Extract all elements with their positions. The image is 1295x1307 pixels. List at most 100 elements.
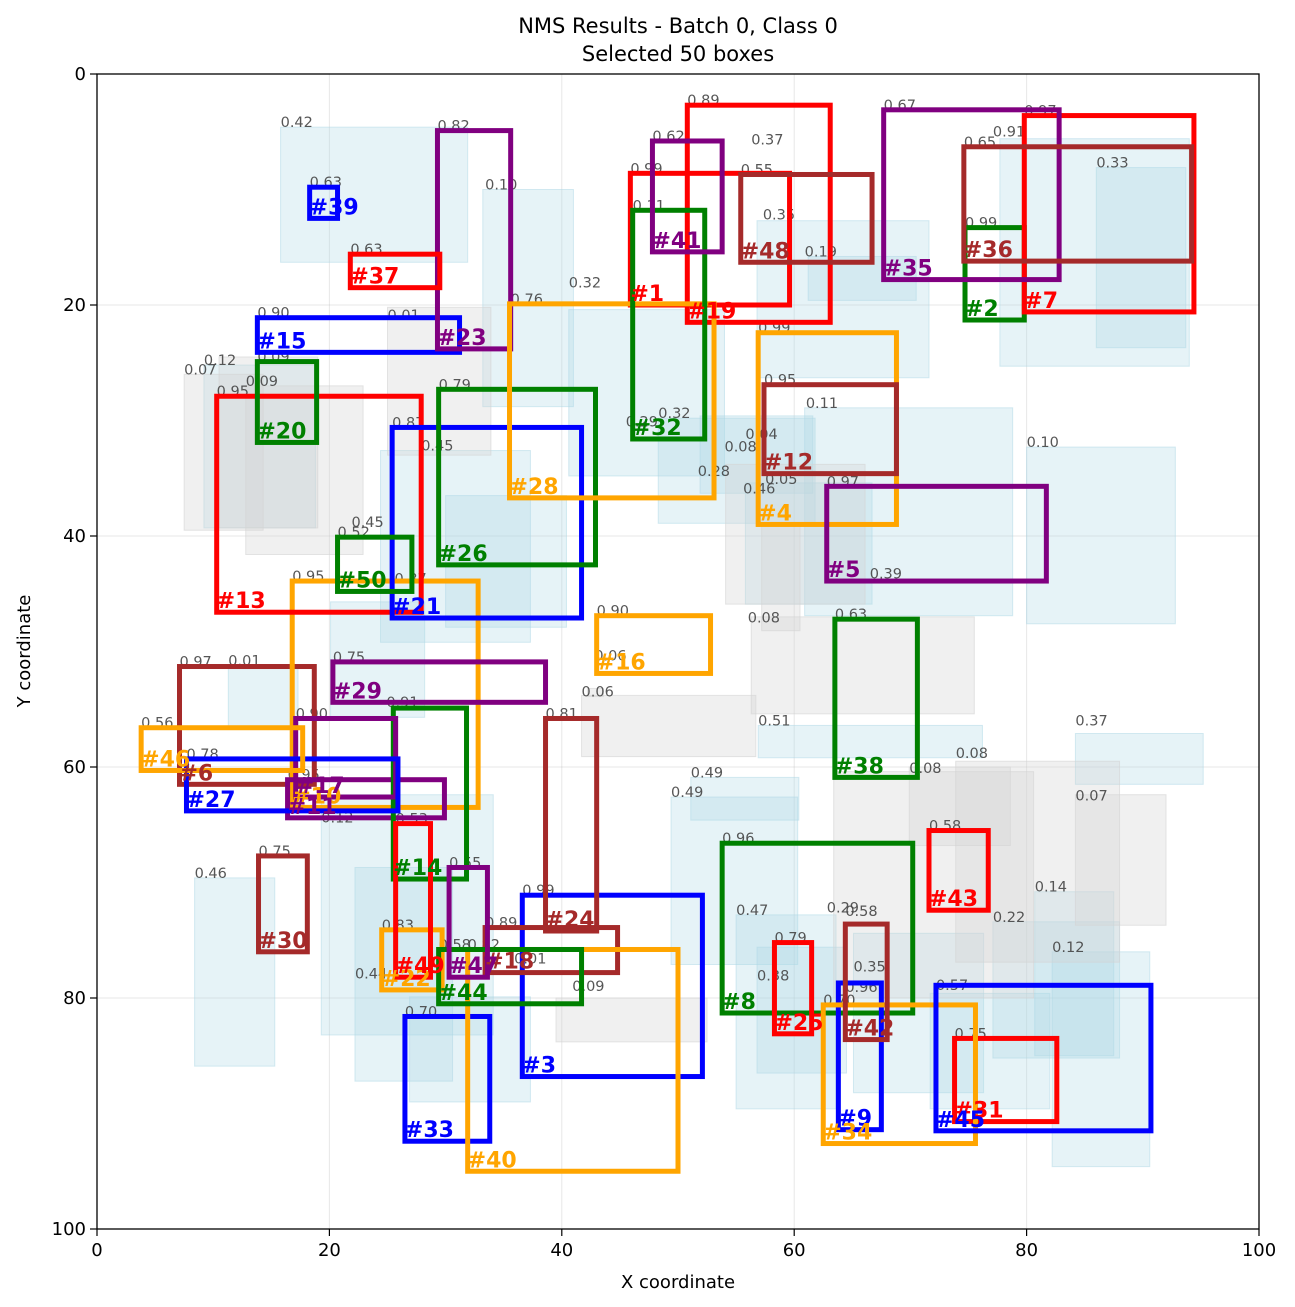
selected-box-label: #23 [437, 326, 486, 351]
selected-box [771, 940, 815, 1037]
selected-box-label: #10 [292, 784, 341, 809]
selected-box [285, 777, 447, 821]
selected-box-label: #19 [687, 299, 736, 324]
x-tick-label: 0 [91, 1240, 102, 1261]
candidate-box [744, 482, 873, 605]
selected-box-label: #35 [884, 257, 933, 282]
plot-frame [96, 73, 1260, 1230]
selected-box [824, 483, 1049, 584]
selected-box-label: #14 [393, 856, 442, 881]
score-label: 0.09 [572, 979, 604, 995]
selected-box-label: #3 [522, 1054, 556, 1079]
score-label: 0.06 [582, 685, 614, 701]
score-label: 0.11 [806, 396, 838, 412]
selected-box-label: #44 [439, 981, 488, 1006]
candidate-box [756, 946, 847, 1074]
candidate-box [227, 666, 299, 729]
selected-box [543, 715, 600, 934]
chart-title: NMS Results - Batch 0, Class 0 [518, 14, 838, 38]
candidate-box [1095, 167, 1187, 349]
selected-box [761, 382, 899, 477]
x-tick-label: 40 [550, 1240, 573, 1261]
score-label: 0.09 [246, 374, 278, 390]
selected-box [436, 386, 598, 568]
selected-box [254, 315, 463, 355]
candidate-box [690, 776, 800, 821]
selected-box-label: #38 [835, 754, 884, 779]
score-label: 0.37 [1075, 713, 1107, 729]
selected-box-label: #34 [823, 1121, 872, 1146]
selected-box-label: #4 [758, 501, 792, 526]
box-labels: #1 #2 #3 #4 #5 #6 #7 #8 #9 #10#11 #12 #13 #14 #15 #16 #… [141, 195, 1058, 1173]
y-tick-label: 40 [63, 526, 86, 547]
selected-box [933, 982, 1154, 1134]
selected-box [289, 578, 481, 810]
selected-box [594, 613, 714, 676]
selected-box [389, 424, 585, 621]
selected-box-label: #40 [468, 1148, 517, 1173]
selected-box [254, 359, 320, 445]
suppressed-boxes [183, 306, 1167, 1043]
selected-box-label: #18 [485, 950, 534, 975]
suppressed-box [833, 771, 1035, 999]
selected-box-label: #31 [955, 1099, 1004, 1124]
selected-box-label: #42 [845, 1017, 894, 1042]
suppressed-box [581, 694, 757, 758]
selected-box [379, 927, 445, 993]
candidate-box [482, 189, 574, 408]
score-label: 0.32 [658, 406, 690, 422]
score-label: 0.35 [853, 959, 885, 975]
score-label: 0.35 [763, 208, 795, 224]
selected-box [330, 659, 549, 705]
selected-box [684, 102, 833, 325]
selected-box [952, 1035, 1060, 1125]
suppressed-box [761, 525, 801, 632]
selected-box-label: #1 [630, 282, 664, 307]
selected-box [434, 128, 514, 352]
candidate-box [194, 877, 276, 1067]
x-axis-ticks: 0 20 40 60 80 100 [91, 1229, 1276, 1261]
selected-box-label: #21 [392, 595, 441, 620]
selected-box-label: #47 [449, 954, 498, 979]
selected-box [832, 616, 920, 780]
y-axis-label: Y coordinate [14, 595, 35, 709]
score-label: 0.08 [956, 746, 988, 762]
selected-box-label: #2 [965, 297, 999, 322]
score-label: 0.08 [909, 761, 941, 777]
selected-box-label: #27 [186, 788, 235, 813]
selected-box-label: #8 [722, 990, 756, 1015]
selected-box-label: #36 [964, 238, 1013, 263]
suppressed-box [586, 687, 605, 698]
score-label: 0.45 [351, 515, 383, 531]
selected-box [256, 853, 310, 955]
selected-box [738, 171, 875, 265]
selected-box [842, 921, 890, 1043]
y-tick-label: 100 [52, 1219, 86, 1240]
candidate-box [992, 921, 1121, 1059]
candidate-box [929, 992, 1051, 1110]
selected-box [630, 207, 708, 442]
suppressed-box [245, 385, 364, 555]
selected-box-label: #16 [597, 650, 646, 675]
y-tick-label: 60 [63, 757, 86, 778]
selected-box [138, 725, 306, 773]
score-label: 0.07 [184, 362, 216, 378]
selected-box-label: #29 [333, 679, 382, 704]
candidate-box [756, 220, 930, 379]
score-label: 0.12 [204, 353, 236, 369]
score-label: 0.91 [993, 124, 1025, 140]
selected-box [820, 1002, 978, 1147]
chart-subtitle: Selected 50 boxes [582, 42, 774, 66]
score-label: 0.14 [1035, 880, 1067, 896]
selected-box-label: #5 [827, 558, 861, 583]
selected-box [402, 1013, 493, 1144]
selected-box-label: #39 [310, 195, 359, 220]
score-label: 0.10 [1027, 435, 1059, 451]
selected-box-label: #49 [396, 954, 445, 979]
selected-box [446, 864, 490, 980]
candidate-box [657, 417, 816, 524]
candidate-box [1074, 733, 1204, 785]
selected-box-label: #32 [633, 416, 682, 441]
selected-box [183, 756, 401, 814]
